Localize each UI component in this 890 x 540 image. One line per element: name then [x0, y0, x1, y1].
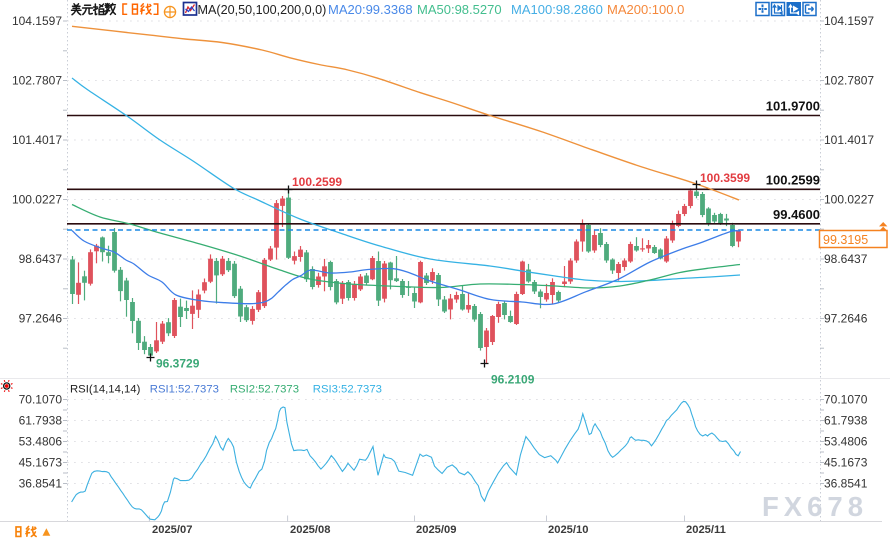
svg-text:104.1597: 104.1597: [12, 14, 62, 28]
svg-text:MA50:98.5270: MA50:98.5270: [417, 2, 502, 17]
svg-text:2025/09: 2025/09: [416, 524, 456, 536]
svg-text:2025/08: 2025/08: [290, 524, 330, 536]
svg-text:MA200:100.0: MA200:100.0: [607, 2, 684, 17]
svg-text:100.3599: 100.3599: [700, 171, 750, 185]
svg-text:101.4017: 101.4017: [12, 133, 62, 147]
svg-text:61.7938: 61.7938: [19, 414, 63, 428]
svg-text:2025/11: 2025/11: [686, 524, 726, 536]
svg-text:FX678: FX678: [762, 491, 868, 522]
svg-text:2025/07: 2025/07: [152, 524, 192, 536]
svg-text:53.4806: 53.4806: [824, 435, 868, 449]
svg-text:100.0227: 100.0227: [824, 193, 874, 207]
svg-text:RSI3:52.7373: RSI3:52.7373: [313, 384, 382, 396]
svg-text:97.2646: 97.2646: [824, 312, 868, 326]
svg-text:102.7807: 102.7807: [12, 74, 62, 88]
svg-text:100.0227: 100.0227: [12, 193, 62, 207]
svg-text:RSI(14,14,14): RSI(14,14,14): [70, 384, 141, 396]
svg-text:53.4806: 53.4806: [19, 435, 63, 449]
svg-text:MA20:99.3368: MA20:99.3368: [328, 2, 413, 17]
svg-text:45.1673: 45.1673: [19, 456, 63, 470]
svg-text:100.2599: 100.2599: [292, 175, 342, 189]
svg-text:45.1673: 45.1673: [824, 456, 868, 470]
svg-text:101.4017: 101.4017: [824, 133, 874, 147]
svg-text:97.2646: 97.2646: [19, 312, 63, 326]
svg-text:61.7938: 61.7938: [824, 414, 868, 428]
svg-text:RSI2:52.7373: RSI2:52.7373: [230, 384, 299, 396]
svg-text:98.6437: 98.6437: [19, 252, 63, 266]
svg-text:36.8541: 36.8541: [19, 477, 63, 491]
svg-text:RSI1:52.7373: RSI1:52.7373: [150, 384, 219, 396]
svg-text:96.3729: 96.3729: [156, 357, 200, 371]
svg-text:MA(20,50,100,200,0,0): MA(20,50,100,200,0,0): [198, 3, 327, 17]
svg-text:70.1070: 70.1070: [824, 393, 868, 407]
svg-text:99.4600: 99.4600: [773, 207, 820, 222]
svg-text:70.1070: 70.1070: [19, 393, 63, 407]
svg-text:2025/10: 2025/10: [548, 524, 588, 536]
svg-text:104.1597: 104.1597: [824, 14, 874, 28]
svg-text:99.3195: 99.3195: [823, 233, 868, 247]
svg-text:102.7807: 102.7807: [824, 74, 874, 88]
svg-text:MA100:98.2860: MA100:98.2860: [511, 2, 603, 17]
svg-text:96.2109: 96.2109: [491, 373, 535, 387]
svg-text:100.2599: 100.2599: [766, 172, 820, 187]
svg-text:101.9700: 101.9700: [766, 99, 820, 114]
svg-text:36.8541: 36.8541: [824, 477, 868, 491]
svg-text:98.6437: 98.6437: [824, 252, 868, 266]
